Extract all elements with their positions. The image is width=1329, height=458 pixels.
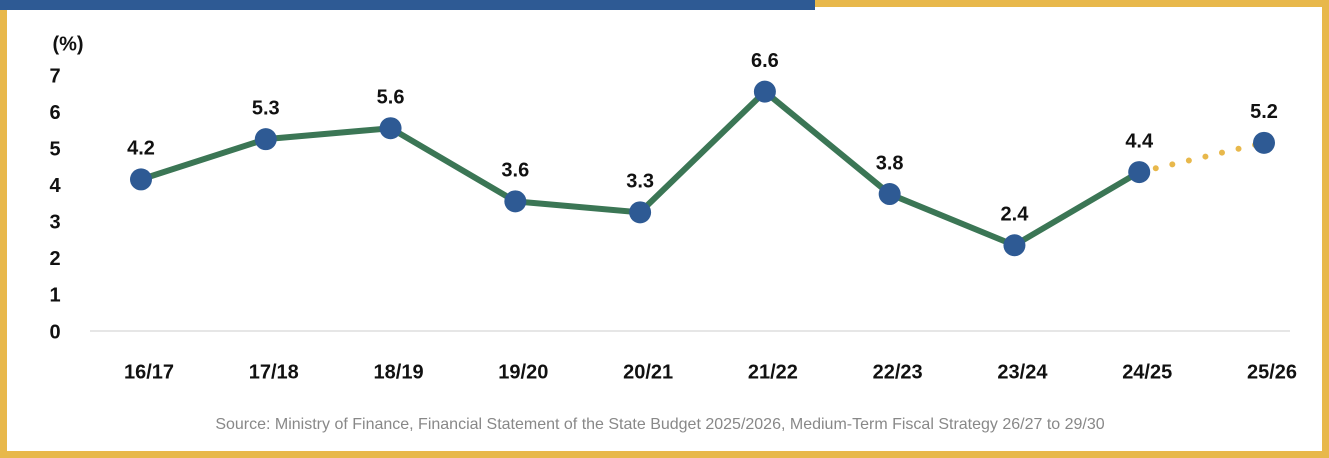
data-label: 5.3 bbox=[252, 97, 280, 119]
data-label: 5.2 bbox=[1250, 101, 1278, 123]
data-label: 3.8 bbox=[876, 152, 904, 174]
y-tick-label: 0 bbox=[49, 321, 60, 343]
x-tick-label: 20/21 bbox=[623, 361, 673, 383]
y-tick-label: 3 bbox=[49, 212, 60, 234]
x-tick-label: 19/20 bbox=[498, 361, 548, 383]
data-label: 5.6 bbox=[377, 86, 405, 108]
marker bbox=[753, 80, 776, 103]
data-label: 4.4 bbox=[1125, 130, 1154, 152]
marker bbox=[379, 117, 402, 140]
x-tick-label: 17/18 bbox=[249, 361, 299, 383]
x-tick-label: 18/19 bbox=[374, 361, 424, 383]
x-tick-label: 24/25 bbox=[1122, 361, 1172, 383]
marker bbox=[1253, 131, 1275, 154]
header-bar bbox=[0, 0, 815, 10]
x-tick-label: 22/23 bbox=[873, 361, 923, 383]
data-label: 2.4 bbox=[1001, 204, 1030, 226]
x-tick-label: 21/22 bbox=[748, 361, 798, 383]
y-tick-label: 7 bbox=[49, 65, 60, 87]
y-tick-label: 4 bbox=[49, 175, 61, 197]
x-tick-label: 23/24 bbox=[997, 361, 1048, 383]
marker bbox=[878, 183, 901, 206]
y-tick-label: 1 bbox=[49, 285, 60, 307]
marker bbox=[254, 128, 277, 151]
data-label: 6.6 bbox=[751, 50, 779, 72]
marker bbox=[130, 168, 152, 191]
y-tick-label: 6 bbox=[49, 102, 60, 124]
marker bbox=[1128, 161, 1151, 184]
marker bbox=[504, 190, 527, 213]
data-label: 4.2 bbox=[127, 138, 155, 160]
marker bbox=[629, 201, 652, 224]
y-tick-label: 2 bbox=[49, 248, 60, 270]
x-tick-label: 25/26 bbox=[1247, 361, 1297, 383]
y-unit: (%) bbox=[52, 33, 83, 55]
data-label: 3.6 bbox=[501, 160, 529, 182]
source: Source: Ministry of Finance, Financial S… bbox=[215, 416, 1104, 433]
data-label: 3.3 bbox=[626, 171, 654, 193]
marker bbox=[1003, 234, 1026, 257]
y-tick-label: 5 bbox=[49, 138, 60, 160]
x-tick-label: 16/17 bbox=[124, 361, 174, 383]
